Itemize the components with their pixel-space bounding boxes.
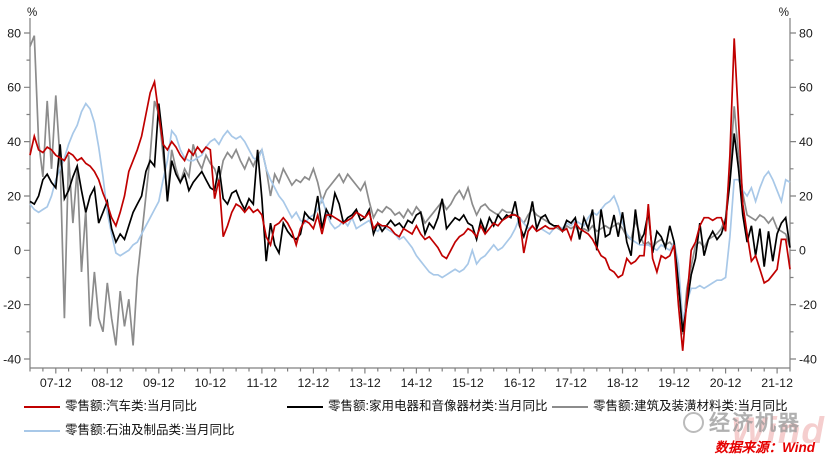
svg-text:19-12: 19-12 xyxy=(658,376,690,390)
brand-watermark-text: 经济机器 xyxy=(709,412,801,435)
svg-text:09-12: 09-12 xyxy=(143,376,175,390)
svg-text:21-12: 21-12 xyxy=(761,376,793,390)
svg-text:13-12: 13-12 xyxy=(349,376,381,390)
brand-watermark: 经济机器 xyxy=(683,407,801,437)
svg-text:40: 40 xyxy=(7,135,21,149)
svg-text:-40: -40 xyxy=(3,352,21,366)
svg-text:40: 40 xyxy=(799,135,813,149)
svg-text:10-12: 10-12 xyxy=(194,376,226,390)
svg-text:0: 0 xyxy=(799,244,806,258)
svg-text:11-12: 11-12 xyxy=(246,376,277,390)
svg-text:-20: -20 xyxy=(799,298,817,312)
svg-text:16-12: 16-12 xyxy=(504,376,536,390)
svg-text:17-12: 17-12 xyxy=(555,376,587,390)
svg-text:-20: -20 xyxy=(3,298,21,312)
svg-text:20: 20 xyxy=(799,189,813,203)
svg-text:80: 80 xyxy=(7,26,21,40)
svg-text:%: % xyxy=(779,7,789,19)
svg-text:60: 60 xyxy=(7,81,21,95)
brand-logo-icon xyxy=(683,411,704,433)
svg-text:18-12: 18-12 xyxy=(607,376,639,390)
svg-text:08-12: 08-12 xyxy=(91,376,123,390)
svg-text:07-12: 07-12 xyxy=(40,376,72,390)
svg-text:-40: -40 xyxy=(799,352,817,366)
svg-text:20: 20 xyxy=(7,189,21,203)
svg-text:0: 0 xyxy=(14,244,21,258)
svg-text:80: 80 xyxy=(799,26,813,40)
data-source-label: 数据来源：Wind xyxy=(714,440,815,455)
svg-text:14-12: 14-12 xyxy=(401,376,433,390)
svg-text:15-12: 15-12 xyxy=(452,376,484,390)
svg-text:60: 60 xyxy=(799,81,813,95)
svg-text:20-12: 20-12 xyxy=(710,376,742,390)
wind-watermark: Wind xyxy=(730,410,825,451)
svg-text:12-12: 12-12 xyxy=(298,376,330,390)
svg-text:%: % xyxy=(27,7,37,19)
